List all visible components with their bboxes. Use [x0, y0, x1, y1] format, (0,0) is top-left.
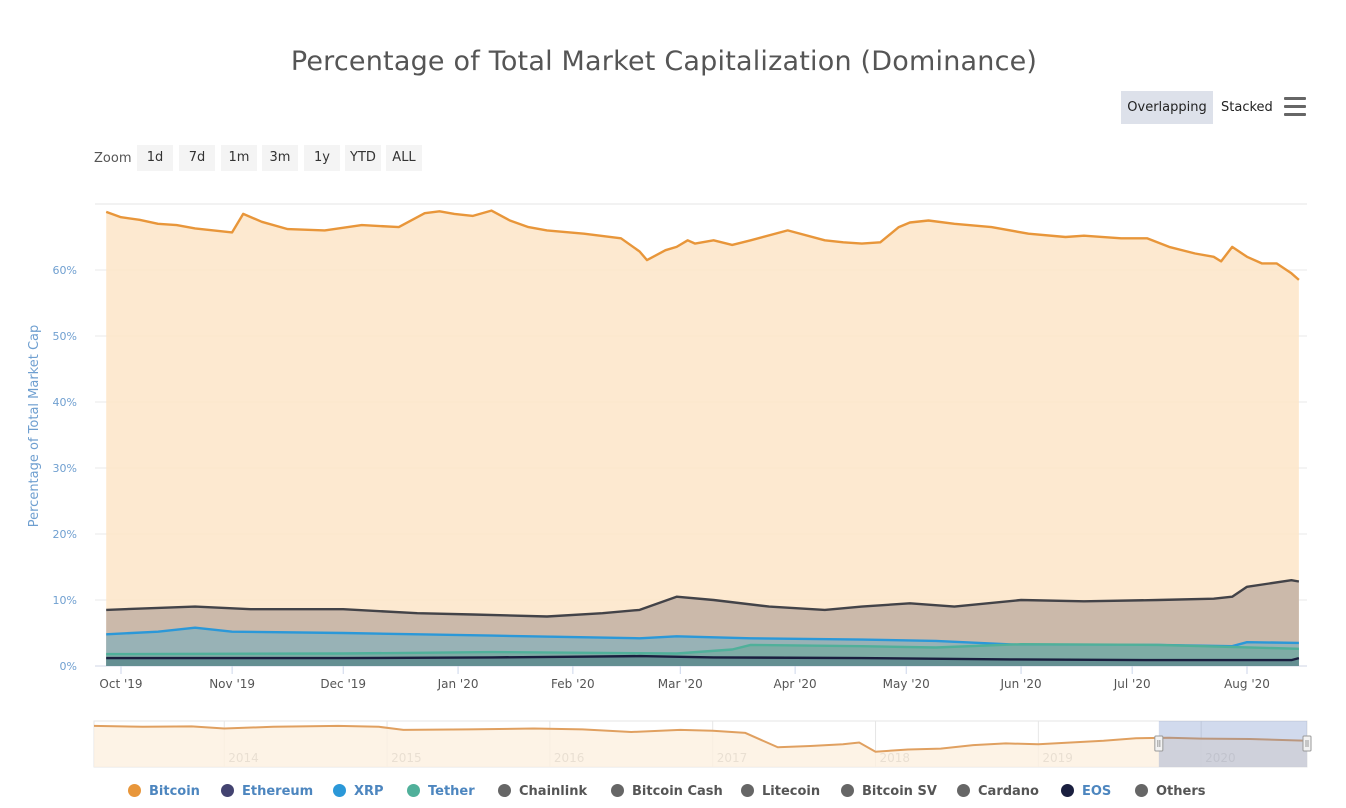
navigator-area: [94, 725, 1307, 767]
legend-dot-icon: [333, 784, 346, 797]
x-tick-label: Aug '20: [1224, 677, 1270, 691]
y-tick-label: 50%: [53, 330, 77, 343]
stacked-button[interactable]: Stacked: [1221, 100, 1273, 115]
legend-item-chainlink[interactable]: Chainlink: [498, 784, 587, 802]
zoom-3m-button[interactable]: 3m: [262, 145, 298, 171]
legend-item-xrp[interactable]: XRP: [333, 784, 384, 802]
legend-dot-icon: [221, 784, 234, 797]
legend-label: Bitcoin Cash: [632, 784, 723, 799]
legend-label: Cardano: [978, 784, 1039, 799]
series-line-ethereum[interactable]: [106, 579, 1300, 618]
series-area-bitcoin[interactable]: [106, 210, 1299, 666]
legend-item-ethereum[interactable]: Ethereum: [221, 784, 313, 802]
y-tick-label: 10%: [53, 594, 77, 607]
legend-label: Litecoin: [762, 784, 821, 799]
series-line-eos[interactable]: [106, 654, 1300, 662]
navigator-left-handle[interactable]: [1154, 735, 1164, 752]
legend-item-litecoin[interactable]: Litecoin: [741, 784, 820, 802]
legend-dot-icon: [1061, 784, 1074, 797]
legend-label: Bitcoin SV: [862, 784, 937, 799]
chart-title: Percentage of Total Market Capitalizatio…: [290, 46, 1038, 77]
navigator-right-handle[interactable]: [1302, 735, 1312, 752]
x-tick-label: Jun '20: [999, 677, 1041, 691]
zoom-1m-button[interactable]: 1m: [221, 145, 257, 171]
series-line-bitcoin[interactable]: [105, 209, 1300, 281]
legend-dot-icon: [841, 784, 854, 797]
legend-dot-icon: [611, 784, 624, 797]
zoom-label: Zoom: [94, 151, 132, 166]
legend-label: Ethereum: [242, 784, 314, 799]
x-tick-label: Nov '19: [209, 677, 255, 691]
y-tick-label: 60%: [53, 264, 77, 277]
series-line-tether[interactable]: [106, 643, 1299, 656]
hamburger-menu-icon[interactable]: [1284, 97, 1306, 116]
y-tick-label: 40%: [53, 396, 77, 409]
zoom-all-button[interactable]: ALL: [386, 145, 422, 171]
legend-dot-icon: [407, 784, 420, 797]
navigator-line: [93, 724, 1308, 753]
navigator-selection[interactable]: [1158, 721, 1307, 767]
y-tick-label: 30%: [53, 462, 77, 475]
legend-label: Others: [1156, 784, 1206, 799]
y-axis-title: Percentage of Total Market Cap: [27, 325, 42, 528]
legend-label: EOS: [1082, 784, 1112, 799]
series-group: [105, 209, 1300, 666]
overlapping-button[interactable]: Overlapping: [1121, 91, 1213, 124]
legend-label: Chainlink: [519, 784, 588, 799]
legend-dot-icon: [498, 784, 511, 797]
legend-dot-icon: [1135, 784, 1148, 797]
legend-item-bitcoin-sv[interactable]: Bitcoin SV: [841, 784, 937, 802]
x-tick-label: Oct '19: [99, 677, 142, 691]
legend-dot-icon: [957, 784, 970, 797]
legend-label: Bitcoin: [149, 784, 200, 799]
x-tick-label: Apr '20: [774, 677, 817, 691]
x-tick-label: Dec '19: [320, 677, 366, 691]
legend-item-others[interactable]: Others: [1135, 784, 1206, 802]
zoom-1d-button[interactable]: 1d: [137, 145, 173, 171]
legend-dot-icon: [128, 784, 141, 797]
legend-dot-icon: [741, 784, 754, 797]
x-tick-label: Jan '20: [437, 677, 479, 691]
x-tick-label: Feb '20: [551, 677, 595, 691]
legend-item-bitcoin[interactable]: Bitcoin: [128, 784, 200, 802]
legend-item-bitcoin-cash[interactable]: Bitcoin Cash: [611, 784, 723, 802]
x-tick-label: Jul '20: [1113, 677, 1151, 691]
legend-label: XRP: [354, 784, 384, 799]
legend-label: Tether: [428, 784, 475, 799]
legend-item-cardano[interactable]: Cardano: [957, 784, 1039, 802]
zoom-1y-button[interactable]: 1y: [304, 145, 340, 171]
legend-item-tether[interactable]: Tether: [407, 784, 475, 802]
x-tick-label: May '20: [883, 677, 930, 691]
zoom-7d-button[interactable]: 7d: [179, 145, 215, 171]
legend-item-eos[interactable]: EOS: [1061, 784, 1111, 802]
zoom-ytd-button[interactable]: YTD: [345, 145, 381, 171]
y-tick-label: 20%: [53, 528, 77, 541]
y-tick-label: 0%: [60, 660, 77, 673]
x-tick-label: Mar '20: [658, 677, 703, 691]
